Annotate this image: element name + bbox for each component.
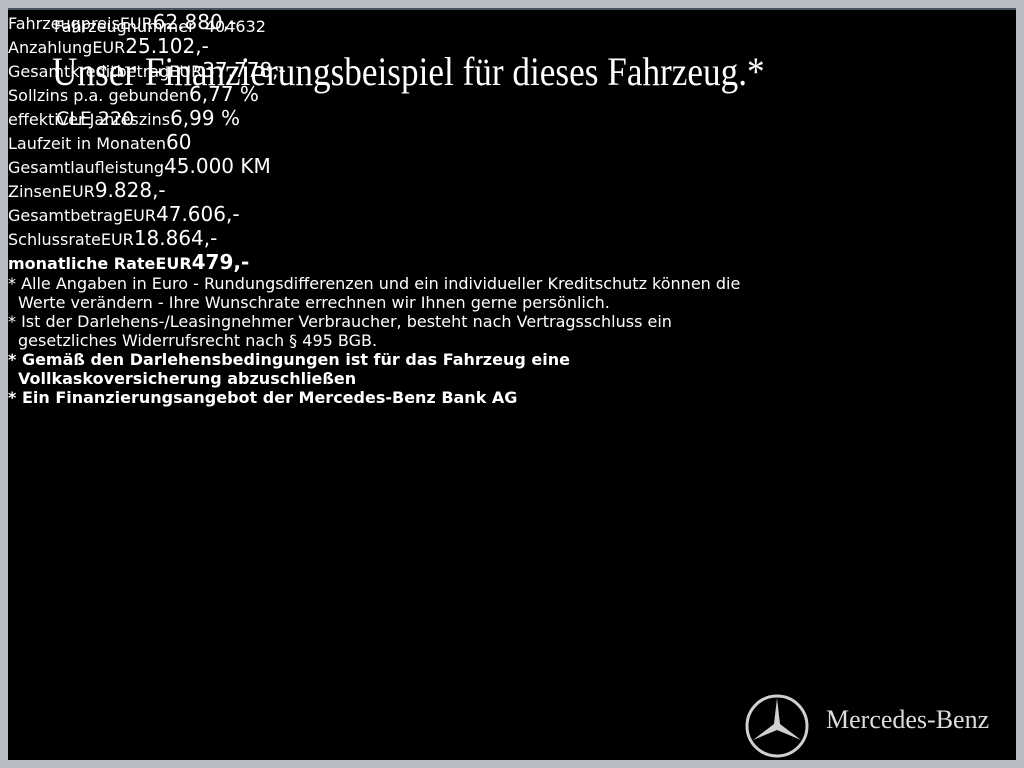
footnote-line: Werte verändern - Ihre Wunschrate errech… (18, 293, 610, 312)
amount: 62.880,- (152, 10, 237, 34)
amount: 37.778,- (202, 58, 286, 82)
footnote-line: * Ein Finanzierungsangebot der Mercedes-… (8, 388, 518, 407)
brand: Mercedes-Benz (826, 705, 990, 734)
amount: 47.606,- (156, 202, 240, 226)
row-label: monatliche Rate (8, 254, 156, 273)
currency: EUR (169, 62, 203, 81)
table-row: AnzahlungEUR25.102,- (8, 34, 1016, 58)
row-label: effektiver Jahreszins (8, 110, 171, 129)
footnote-line: * Ist der Darlehens-/Leasingnehmer Verbr… (8, 312, 672, 331)
model: CLE 220 (56, 108, 135, 130)
row-label: Anzahlung (8, 38, 93, 57)
value: 404632 (204, 17, 266, 36)
row-label: Gesamtbetrag (8, 206, 124, 225)
footnote-line: * Alle Angaben in Euro - Rundungsdiffere… (8, 274, 741, 293)
row-label: Fahrzeugpreis (8, 14, 120, 33)
title: Unser Finanzierungsbeispiel für dieses F… (52, 49, 765, 94)
currency: EUR (123, 206, 156, 225)
table-row: GesamtbetragEUR47.606,- (8, 202, 1016, 226)
footnote: * Ein Finanzierungsangebot der Mercedes-… (8, 388, 1016, 407)
currency: EUR (92, 38, 126, 57)
table-row: FahrzeugpreisEUR62.880,- (8, 8, 1016, 34)
amount: 25.102,- (125, 34, 209, 58)
row-label: Laufzeit in Monaten (8, 134, 167, 153)
table-row: Sollzins p.a. gebunden6,77 % (8, 82, 1016, 106)
table-row: effektiver Jahreszins6,99 % (8, 106, 1016, 130)
currency: EUR (119, 14, 153, 33)
row-label: Sollzins p.a. gebunden (8, 86, 190, 105)
row-label: Gesamtkreditbetrag (8, 62, 170, 81)
footnote-line: Vollkaskoversicherung abzuschließen (18, 369, 357, 388)
footnote-line: * Gemäß den Darlehensbedingungen ist für… (8, 350, 570, 369)
label: Fahrzeugnummer (54, 17, 195, 36)
footnote: * Ist der Darlehens-/Leasingnehmer Verbr… (8, 312, 1016, 350)
row-label: Zinsen (8, 182, 62, 201)
footnote: * Alle Angaben in Euro - Rundungsdiffere… (8, 274, 1016, 312)
table-row: GesamtkreditbetragEUR37.778,- (8, 58, 1016, 82)
amount: 479,- (191, 250, 250, 274)
amount: 45.000 KM (164, 154, 271, 178)
table-row: Laufzeit in Monaten60 (8, 130, 1016, 154)
row-label: Gesamtlaufleistung (8, 158, 165, 177)
notes: * Alle Angaben in Euro - Rundungsdiffere… (8, 274, 1016, 407)
logo-star (745, 694, 809, 758)
amount: 60 (166, 130, 192, 154)
table-row: SchlussrateEUR18.864,- (8, 226, 1016, 250)
amount: 9.828,- (94, 178, 166, 202)
vehicle-number: Fahrzeugnummer 404632 (54, 17, 266, 36)
amount: 18.864,- (133, 226, 218, 250)
currency: EUR (100, 230, 134, 249)
footnote-line: gesetzliches Widerrufsrecht nach § 495 B… (18, 331, 378, 350)
table-row: ZinsenEUR9.828,- (8, 178, 1016, 202)
amount: 6,99 % (170, 106, 240, 130)
table-row: Gesamtlaufleistung45.000 KM (8, 154, 1016, 178)
footnote: * Gemäß den Darlehensbedingungen ist für… (8, 350, 1016, 388)
table-row: monatliche RateEUR479,- (8, 250, 1016, 274)
currency: EUR (61, 182, 95, 201)
currency: EUR (155, 254, 192, 273)
table: FahrzeugpreisEUR62.880,- AnzahlungEUR25.1… (8, 8, 1016, 274)
amount: 6,77 % (189, 82, 259, 106)
row-label: Schlussrate (8, 230, 101, 249)
